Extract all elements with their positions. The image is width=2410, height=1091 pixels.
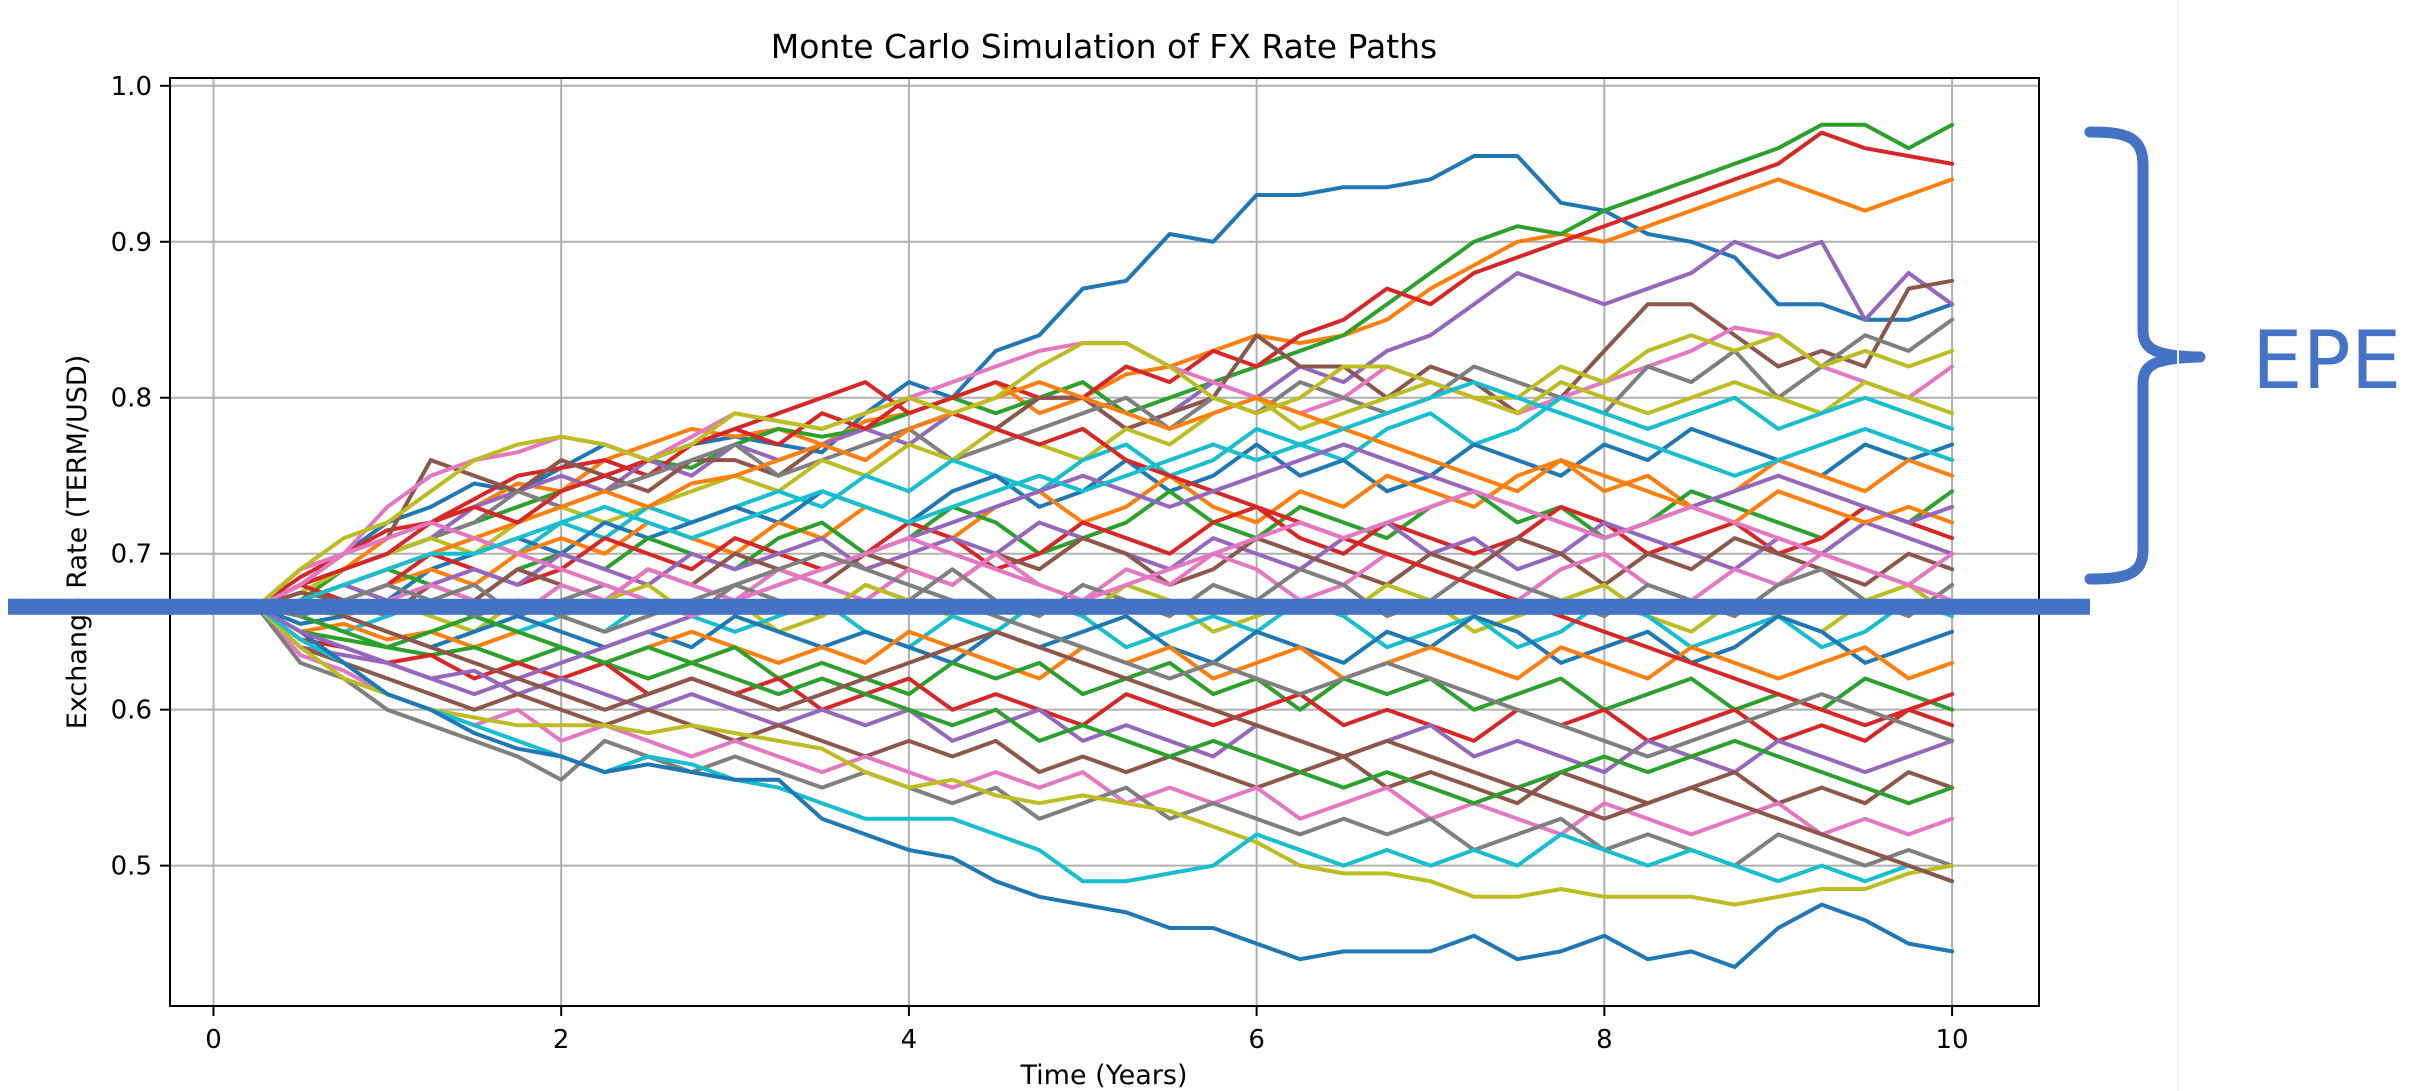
fx-path-line bbox=[254, 598, 1955, 884]
simulation-paths bbox=[254, 122, 1955, 969]
fx-path-line bbox=[254, 380, 1955, 609]
fx-path-line bbox=[254, 380, 1955, 609]
fx-path-line bbox=[254, 395, 1955, 728]
fx-path-line bbox=[254, 154, 1955, 609]
fx-path-line bbox=[254, 333, 1955, 609]
fx-path-line bbox=[254, 489, 1955, 619]
fx-path-line bbox=[254, 278, 1955, 609]
fx-path-line bbox=[254, 604, 1955, 806]
fx-path-line bbox=[254, 458, 1955, 609]
x-tick-label: 8 bbox=[1596, 1025, 1613, 1055]
y-tick-label: 0.9 bbox=[111, 228, 152, 258]
y-tick-label: 0.8 bbox=[111, 384, 152, 414]
x-tick-label: 6 bbox=[1248, 1025, 1265, 1055]
fx-path-line bbox=[254, 604, 1955, 969]
fx-path-line bbox=[254, 130, 1955, 609]
y-tick-label: 0.5 bbox=[111, 852, 152, 882]
fx-path-line bbox=[254, 604, 1955, 868]
y-axis-ticks: 0.5 0.6 0.7 0.8 0.9 1.0 bbox=[111, 72, 170, 882]
x-tick-label: 4 bbox=[901, 1025, 918, 1055]
x-axis-title: Time (Years) bbox=[1020, 1060, 1188, 1091]
x-tick-label: 0 bbox=[205, 1025, 222, 1055]
x-axis-ticks: 0 2 4 6 8 10 bbox=[205, 1006, 1969, 1055]
plot-frame bbox=[169, 77, 2040, 1007]
fx-path-line bbox=[254, 604, 1955, 884]
chart-title: Monte Carlo Simulation of FX Rate Paths bbox=[771, 27, 1437, 66]
epe-brace-icon bbox=[2084, 126, 2206, 585]
y-axis-title: Exchange Rate (TERM/USD) bbox=[62, 355, 93, 729]
x-tick-label: 2 bbox=[553, 1025, 570, 1055]
fx-path-line bbox=[254, 536, 1955, 619]
fx-path-line bbox=[254, 604, 1955, 907]
fx-path-line bbox=[254, 395, 1955, 609]
fx-path-line bbox=[254, 604, 1955, 665]
y-tick-label: 0.6 bbox=[111, 696, 152, 726]
fx-path-line bbox=[254, 604, 1955, 712]
y-tick-label: 0.7 bbox=[111, 540, 152, 570]
epe-label: EPE bbox=[2252, 314, 2401, 407]
x-tick-label: 10 bbox=[1936, 1025, 1969, 1055]
fx-path-line bbox=[254, 177, 1955, 609]
y-tick-label: 1.0 bbox=[111, 72, 152, 102]
